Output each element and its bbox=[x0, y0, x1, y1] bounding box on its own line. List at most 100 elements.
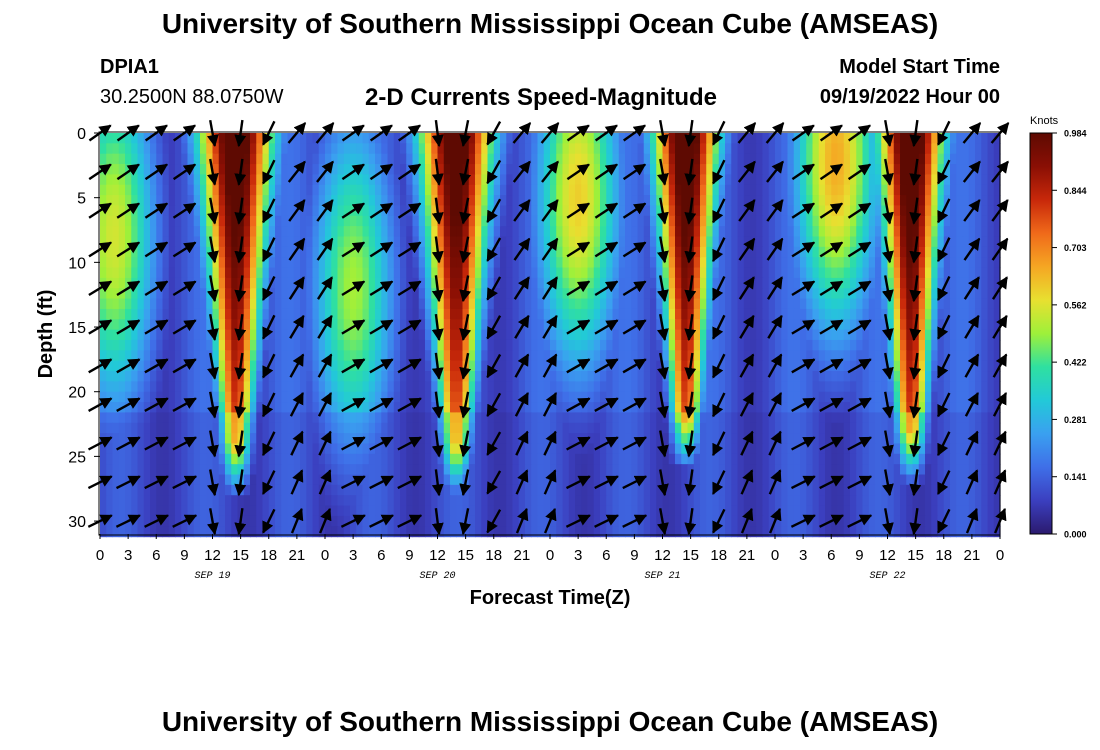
heatmap-cell bbox=[837, 381, 845, 393]
heatmap-cell bbox=[106, 402, 114, 414]
heatmap-cell bbox=[200, 236, 207, 248]
heatmap-cell bbox=[568, 339, 576, 351]
heatmap-cell bbox=[300, 464, 307, 476]
heatmap-cell bbox=[300, 267, 307, 279]
heatmap-cell bbox=[393, 288, 401, 300]
heatmap-cell bbox=[575, 453, 582, 465]
heatmap-cell bbox=[518, 174, 526, 186]
heatmap-cell bbox=[506, 277, 514, 289]
heatmap-cell bbox=[275, 143, 282, 155]
heatmap-cell bbox=[725, 267, 732, 279]
heatmap-cell bbox=[218, 298, 226, 310]
heatmap-cell bbox=[718, 350, 726, 362]
heatmap-cell bbox=[906, 453, 914, 465]
heatmap-cell bbox=[687, 464, 695, 476]
heatmap-cell bbox=[537, 184, 545, 196]
heatmap-cell bbox=[125, 484, 132, 496]
heatmap-cell bbox=[387, 288, 395, 300]
heatmap-cell bbox=[987, 433, 995, 445]
heatmap-cell bbox=[125, 298, 132, 310]
heatmap-cell bbox=[337, 474, 345, 486]
heatmap-cell bbox=[731, 164, 739, 175]
heatmap-cell bbox=[181, 226, 189, 238]
heatmap-cell bbox=[656, 339, 664, 351]
heatmap-cell bbox=[662, 474, 670, 486]
heatmap-cell bbox=[850, 174, 857, 186]
heatmap-cell bbox=[731, 453, 739, 465]
heatmap-cell bbox=[431, 184, 439, 196]
heatmap-cell bbox=[668, 267, 676, 279]
heatmap-cell bbox=[906, 339, 914, 351]
heatmap-cell bbox=[650, 205, 657, 217]
heatmap-cell bbox=[131, 143, 139, 155]
heatmap-cell bbox=[425, 205, 432, 217]
heatmap-cell bbox=[850, 422, 857, 434]
heatmap-cell bbox=[668, 288, 676, 300]
heatmap-cell bbox=[287, 215, 295, 227]
heatmap-cell bbox=[393, 184, 401, 196]
heatmap-cell bbox=[600, 195, 607, 207]
heatmap-cell bbox=[118, 381, 126, 393]
heatmap-cell bbox=[475, 433, 482, 445]
heatmap-cell bbox=[925, 474, 932, 486]
heatmap-cell bbox=[156, 153, 164, 165]
heatmap-cell bbox=[406, 453, 414, 465]
heatmap-cell bbox=[306, 215, 314, 227]
heatmap-cell bbox=[637, 464, 645, 476]
heatmap-cell bbox=[312, 236, 320, 248]
heatmap-cell bbox=[725, 371, 732, 382]
heatmap-cell bbox=[575, 308, 582, 320]
heatmap-cell bbox=[150, 205, 157, 217]
heatmap-cell bbox=[112, 236, 120, 248]
heatmap-cell bbox=[118, 195, 126, 207]
heatmap-cell bbox=[468, 226, 476, 238]
heatmap-cell bbox=[200, 298, 207, 310]
heatmap-cell bbox=[875, 319, 882, 331]
heatmap-cell bbox=[793, 267, 801, 279]
heatmap-cell bbox=[362, 484, 370, 496]
heatmap-cell bbox=[918, 350, 926, 362]
heatmap-cell bbox=[393, 453, 401, 465]
heatmap-cell bbox=[981, 391, 989, 403]
heatmap-cell bbox=[575, 412, 582, 424]
heatmap-cell bbox=[137, 184, 145, 196]
heatmap-cell bbox=[325, 453, 332, 465]
heatmap-cell bbox=[893, 329, 901, 341]
heatmap-cell bbox=[475, 205, 482, 217]
heatmap-cell bbox=[850, 184, 857, 196]
heatmap-cell bbox=[337, 277, 345, 289]
heatmap-cell bbox=[681, 371, 689, 382]
heatmap-cell bbox=[212, 153, 220, 165]
heatmap-cell bbox=[375, 205, 382, 217]
heatmap-cell bbox=[937, 433, 945, 445]
heatmap-cell bbox=[506, 236, 514, 248]
heatmap-cell bbox=[537, 433, 545, 445]
heatmap-cell bbox=[443, 153, 451, 165]
heatmap-cell bbox=[831, 329, 839, 341]
heatmap-cell bbox=[812, 464, 820, 476]
heatmap-cell bbox=[737, 350, 745, 362]
heatmap-cell bbox=[762, 433, 770, 445]
heatmap-cell bbox=[956, 474, 964, 486]
heatmap-cell bbox=[200, 308, 207, 320]
heatmap-cell bbox=[443, 381, 451, 393]
heatmap-cell bbox=[118, 412, 126, 424]
heatmap-cell bbox=[562, 246, 570, 258]
heatmap-cell bbox=[987, 443, 995, 455]
heatmap-cell bbox=[725, 412, 732, 424]
heatmap-cell bbox=[362, 319, 370, 331]
heatmap-cell bbox=[193, 215, 201, 227]
heatmap-cell bbox=[643, 215, 651, 227]
heatmap-cell bbox=[537, 339, 545, 351]
heatmap-cell bbox=[687, 453, 695, 465]
heatmap-cell bbox=[762, 143, 770, 155]
heatmap-cell bbox=[431, 257, 439, 269]
heatmap-cell bbox=[481, 174, 489, 186]
heatmap-cell bbox=[200, 484, 207, 496]
heatmap-cell bbox=[487, 226, 495, 238]
heatmap-cell bbox=[393, 267, 401, 279]
heatmap-cell bbox=[856, 195, 864, 207]
heatmap-cell bbox=[687, 267, 695, 279]
heatmap-cell bbox=[962, 195, 970, 207]
heatmap-cell bbox=[487, 143, 495, 155]
